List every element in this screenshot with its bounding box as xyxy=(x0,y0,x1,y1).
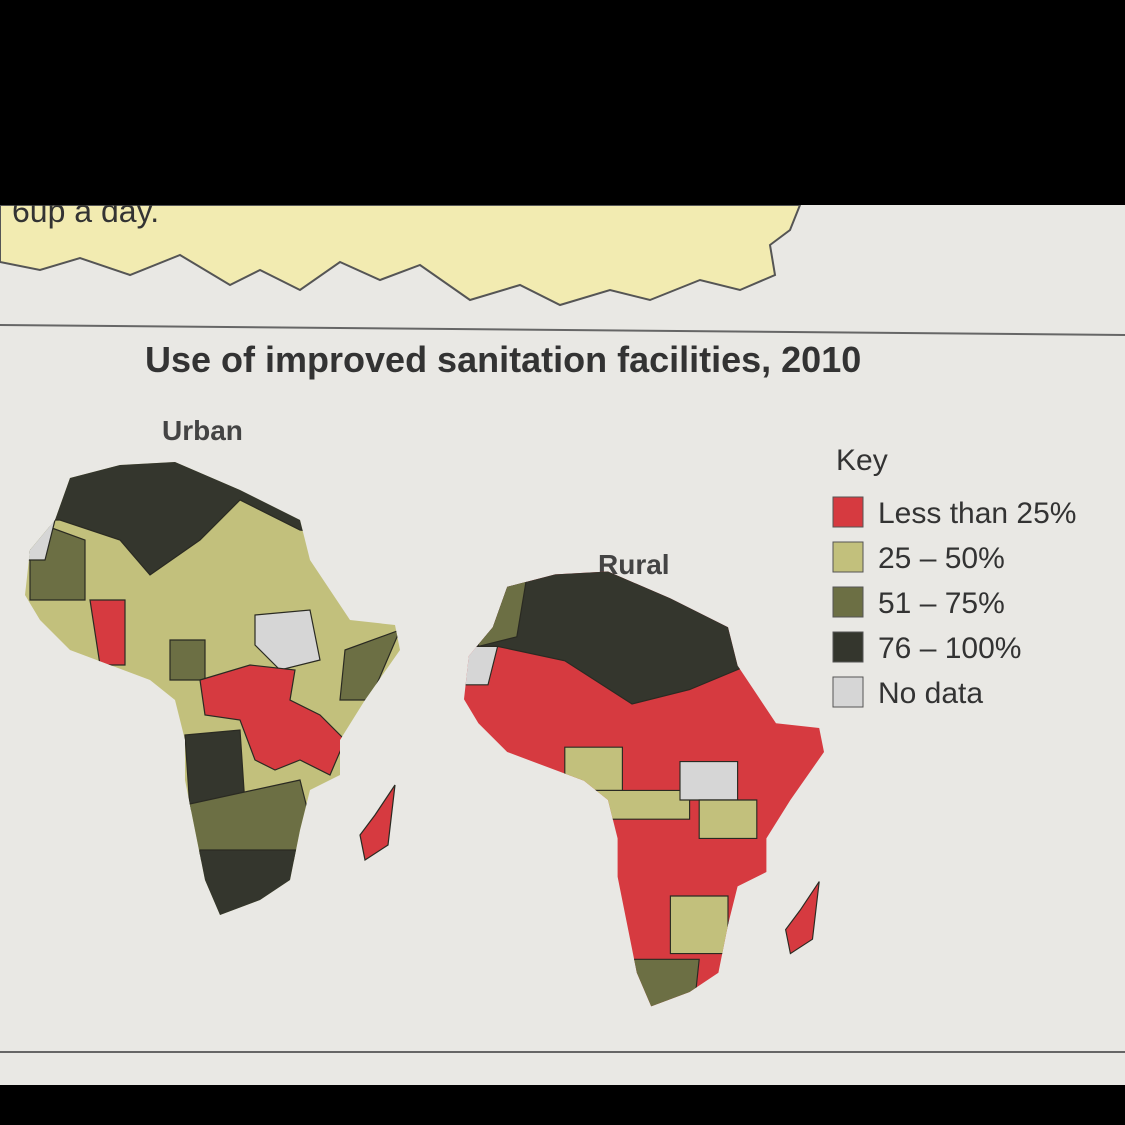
map-title: Use of improved sanitation facilities, 2… xyxy=(145,339,861,380)
top-band xyxy=(0,0,1125,205)
legend-label: No data xyxy=(878,677,983,710)
legend-label: Less than 25% xyxy=(878,497,1076,530)
region xyxy=(359,784,396,861)
legend-swatch xyxy=(832,586,864,618)
legend-swatch xyxy=(832,541,864,573)
legend-label: 76 – 100% xyxy=(878,632,1021,665)
region xyxy=(169,639,206,681)
speech-bubble xyxy=(0,204,802,307)
legend-label: 51 – 75% xyxy=(878,587,1005,620)
region xyxy=(199,664,346,776)
region xyxy=(679,761,739,801)
frame-line xyxy=(0,324,1125,336)
legend-label: 25 – 50% xyxy=(878,542,1005,575)
region xyxy=(669,895,729,955)
legend-title: Key xyxy=(836,444,888,477)
legend-swatch xyxy=(832,631,864,663)
legend: Key Less than 25% 25 – 50% 51 – 75% 76 – 10… xyxy=(832,444,1076,710)
legend-swatch xyxy=(832,496,864,528)
region xyxy=(89,599,126,666)
map-label: Urban xyxy=(162,415,243,446)
region xyxy=(698,799,758,839)
region xyxy=(464,645,499,686)
region xyxy=(784,881,820,955)
legend-swatch xyxy=(832,676,864,708)
region xyxy=(254,609,321,671)
